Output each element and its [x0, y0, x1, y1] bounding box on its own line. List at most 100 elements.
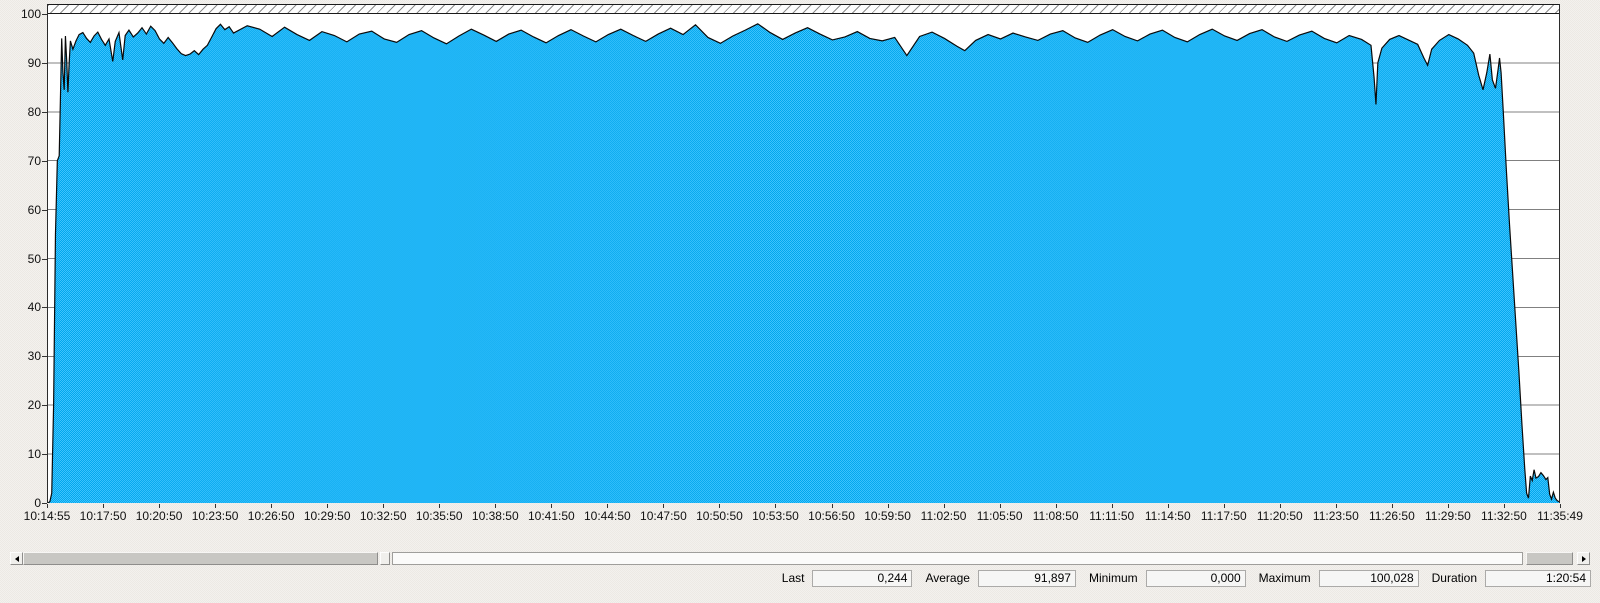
x-axis-tick: [495, 504, 496, 508]
plot-area: [47, 4, 1560, 503]
x-axis-tick: [1000, 504, 1001, 508]
y-axis-label: 70: [27, 153, 41, 168]
y-axis-tick: [42, 503, 47, 504]
x-axis-tick: [439, 504, 440, 508]
x-axis-label: 11:08:50: [1032, 509, 1079, 523]
y-axis-label: 60: [27, 202, 41, 217]
last-value: 0,244: [812, 569, 913, 587]
x-axis-tick: [1392, 504, 1393, 508]
x-axis-label: 10:41:50: [527, 509, 575, 523]
y-axis-tick: [42, 161, 47, 162]
x-axis-label: 11:20:50: [1256, 509, 1303, 523]
y-axis-tick: [42, 405, 47, 406]
y-axis-tick: [42, 259, 47, 260]
scrollbar-track-left[interactable]: [23, 552, 378, 565]
status-bar: Last 0,244 Average 91,897 Minimum 0,000 …: [769, 569, 1591, 587]
scrollbar-thumb-left[interactable]: [380, 552, 390, 565]
scroll-left-icon: [14, 555, 19, 562]
x-axis-label: 10:23:50: [191, 509, 239, 523]
x-axis-tick: [1560, 504, 1561, 508]
minimum-value: 0,000: [1145, 569, 1246, 587]
x-axis-tick: [103, 504, 104, 508]
y-axis-tick: [42, 14, 47, 15]
x-axis-tick: [551, 504, 552, 508]
average-label: Average: [925, 571, 970, 585]
x-axis-label: 10:14:55: [23, 509, 71, 523]
x-axis-label: 10:47:50: [640, 509, 687, 523]
x-axis-tick: [888, 504, 889, 508]
y-axis-tick: [42, 112, 47, 113]
x-axis-tick: [383, 504, 384, 508]
x-axis-label: 11:32:50: [1481, 509, 1527, 523]
duration-label: Duration: [1431, 571, 1477, 585]
x-axis-label: 11:23:50: [1312, 509, 1359, 523]
x-axis-tick: [1056, 504, 1057, 508]
timebar-hatch: [48, 4, 1559, 14]
x-axis-tick: [1224, 504, 1225, 508]
x-axis-tick: [1504, 504, 1505, 508]
y-axis-label: 40: [27, 300, 41, 315]
series-line: [48, 23, 1559, 503]
area-series: [48, 23, 1559, 503]
x-axis-label: 11:14:50: [1144, 509, 1191, 523]
horizontal-scrollbar: [10, 552, 1591, 566]
y-axis-label: 30: [27, 349, 41, 364]
y-axis-label: 0: [34, 496, 41, 510]
x-axis-label: 10:29:50: [303, 509, 351, 523]
x-axis-label: 11:05:50: [976, 509, 1023, 523]
y-axis-label: 50: [27, 251, 41, 266]
scrollbar-thumb-right[interactable]: [1526, 552, 1573, 565]
x-axis-label: 10:56:50: [808, 509, 855, 523]
x-axis-tick: [1112, 504, 1113, 508]
x-axis-label: 10:32:50: [359, 509, 407, 523]
x-axis-tick: [1280, 504, 1281, 508]
scroll-right-button[interactable]: [1577, 552, 1590, 565]
y-axis-label: 90: [27, 55, 41, 70]
scrollbar-track-right[interactable]: [392, 552, 1523, 565]
scroll-left-button[interactable]: [10, 552, 23, 565]
x-axis-label: 10:35:50: [415, 509, 463, 523]
area-chart: [48, 23, 1559, 503]
x-axis-tick: [775, 504, 776, 508]
maximum-label: Maximum: [1258, 571, 1311, 585]
y-axis-tick: [42, 454, 47, 455]
x-axis-label: 10:50:50: [696, 509, 743, 523]
x-axis-label: 11:26:50: [1368, 509, 1415, 523]
minimum-label: Minimum: [1088, 571, 1138, 585]
last-label: Last: [781, 571, 805, 585]
x-axis-label: 10:59:50: [864, 509, 911, 523]
duration-value: 1:20:54: [1485, 569, 1591, 587]
maximum-value: 100,028: [1318, 569, 1419, 587]
scroll-right-icon: [1581, 555, 1586, 562]
x-axis-tick: [832, 504, 833, 508]
x-axis-label: 10:53:50: [752, 509, 799, 523]
x-axis-tick: [215, 504, 216, 508]
y-axis-tick: [42, 307, 47, 308]
x-axis-tick: [327, 504, 328, 508]
x-axis-label: 11:35:49: [1537, 509, 1583, 523]
x-axis-label: 10:17:50: [79, 509, 127, 523]
y-axis-label: 100: [20, 7, 41, 21]
x-axis-label: 11:29:50: [1425, 509, 1471, 523]
x-axis-label: 11:11:50: [1089, 509, 1135, 523]
x-axis-tick: [1448, 504, 1449, 508]
x-axis-label: 10:26:50: [247, 509, 295, 523]
x-axis-tick: [944, 504, 945, 508]
x-axis-label: 10:20:50: [135, 509, 183, 523]
y-axis-tick: [42, 210, 47, 211]
x-axis-label: 11:17:50: [1200, 509, 1247, 523]
y-axis-label: 20: [27, 398, 41, 413]
x-axis-tick: [663, 504, 664, 508]
x-axis-tick: [1336, 504, 1337, 508]
x-axis-tick: [271, 504, 272, 508]
y-axis-label: 10: [27, 447, 41, 462]
x-axis-tick: [47, 504, 48, 508]
x-axis-label: 11:02:50: [920, 509, 967, 523]
y-axis-tick: [42, 356, 47, 357]
y-axis-tick: [42, 63, 47, 64]
average-value: 91,897: [977, 569, 1076, 587]
x-axis-tick: [719, 504, 720, 508]
x-axis-tick: [607, 504, 608, 508]
x-axis-label: 10:44:50: [584, 509, 631, 523]
